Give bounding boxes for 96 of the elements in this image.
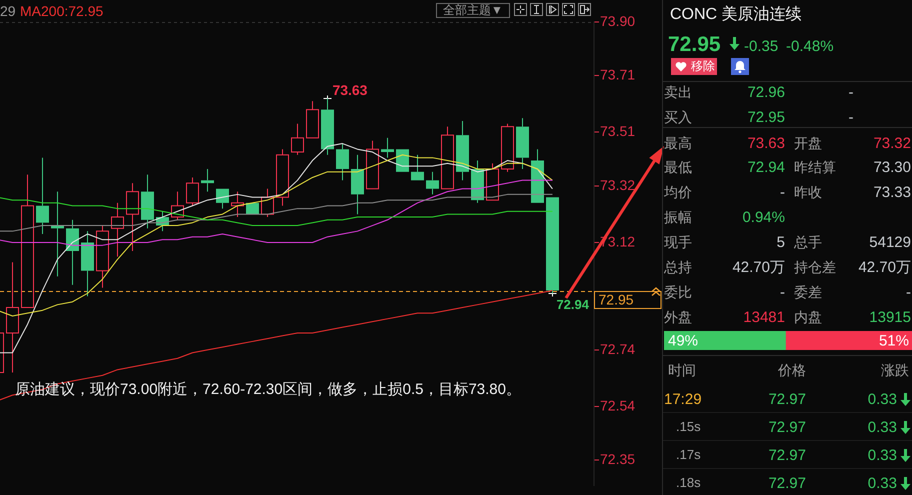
candlestick [441, 126, 454, 190]
text: 72.97 [768, 446, 806, 464]
candlestick [21, 174, 34, 308]
text: - [780, 282, 785, 302]
text: 42.70万 [732, 258, 785, 276]
text: 72.94 [747, 158, 785, 176]
candlestick [306, 100, 319, 138]
y-tick-label: 73.71 [600, 66, 636, 83]
text: 72.95 [668, 32, 721, 58]
text: 29 [0, 2, 16, 20]
text: CONC 美原油连续 [670, 5, 802, 25]
data-label: 49% [668, 332, 698, 350]
text: 17:29 [664, 390, 702, 408]
text: -0.48% [786, 36, 834, 56]
candlestick [6, 262, 19, 374]
text: 13915 [869, 308, 911, 326]
text: 72.97 [768, 390, 806, 408]
text: 13481 [743, 308, 785, 326]
text: 73.32 [873, 134, 911, 152]
text: 73.33 [873, 182, 911, 202]
candlestick [291, 123, 304, 156]
text: - [848, 82, 854, 102]
text: 内盘 [794, 308, 822, 326]
candlestick [216, 188, 229, 210]
annotation: 73.63 [332, 81, 368, 100]
text: 昨收 [794, 183, 822, 201]
text: 0.33 [868, 446, 897, 464]
candlestick [36, 157, 49, 235]
candlestick [336, 143, 349, 181]
y-tick-label: 72.35 [600, 451, 636, 468]
candlestick [366, 140, 379, 190]
text: 73.30 [873, 158, 911, 176]
candlestick [126, 182, 139, 252]
text: 72.97 [768, 418, 806, 436]
remove-button: 移除 [671, 58, 717, 75]
ref-line-label: 72.95 [598, 291, 634, 308]
text: 总持 [664, 258, 692, 276]
text: .18s [676, 475, 701, 491]
data-label: 51% [878, 332, 909, 350]
text: 5 [776, 232, 785, 252]
text: 振幅 [664, 208, 692, 226]
text: 72.97 [768, 474, 806, 492]
text: - [906, 282, 911, 302]
text: 涨跌 [881, 361, 909, 379]
text: 0.33 [868, 474, 897, 492]
dropdown-button: 全部主题▼ [436, 3, 510, 18]
text: 委比 [664, 283, 692, 301]
candlestick [531, 148, 544, 203]
candlestick [426, 171, 439, 195]
y-tick-label: 73.32 [600, 176, 636, 193]
text: 均价 [664, 183, 692, 201]
text: 开盘 [794, 134, 822, 152]
text: 0.33 [868, 390, 897, 408]
text: 外盘 [664, 308, 692, 326]
text: 委差 [794, 283, 822, 301]
text: 买入 [664, 108, 692, 126]
y-tick-label: 72.74 [600, 340, 636, 357]
candlestick [141, 174, 154, 229]
y-tick-label: 73.90 [600, 12, 636, 29]
text: 72.95 [747, 108, 785, 126]
text: 卖出 [664, 83, 692, 101]
candlestick [261, 188, 274, 218]
text: 54129 [869, 232, 911, 252]
text: -0.35 [744, 36, 778, 56]
text: 0.94% [742, 208, 785, 226]
text: 现手 [664, 233, 692, 251]
candlestick [276, 148, 289, 206]
candlestick [96, 225, 109, 288]
text: 价格 [778, 361, 806, 379]
text: 昨结算 [794, 158, 836, 176]
candlestick [516, 118, 529, 170]
candlestick [381, 137, 394, 158]
y-tick-label: 73.51 [600, 123, 636, 140]
candlestick [171, 191, 184, 220]
text: 时间 [668, 361, 696, 379]
candlestick [231, 191, 244, 218]
y-tick-label: 72.54 [600, 397, 636, 414]
candlestick [111, 202, 124, 258]
text: 持仓差 [794, 258, 836, 276]
text: 0.33 [868, 418, 897, 436]
candlestick [456, 120, 469, 181]
text: 最低 [664, 158, 692, 176]
candlestick [81, 230, 94, 297]
text: 73.63 [747, 134, 785, 152]
candlestick [351, 154, 364, 215]
text: MA200:72.95 [20, 2, 104, 20]
text: .15s [676, 419, 701, 435]
text: - [780, 182, 785, 202]
candlestick [411, 154, 424, 180]
text: - [848, 108, 854, 126]
text: 最高 [664, 134, 692, 152]
text: 总手 [794, 233, 822, 251]
text: .17s [676, 447, 701, 463]
text: 42.70万 [858, 258, 911, 276]
annotation: 72.94 [556, 297, 589, 314]
text: 72.96 [747, 82, 785, 102]
